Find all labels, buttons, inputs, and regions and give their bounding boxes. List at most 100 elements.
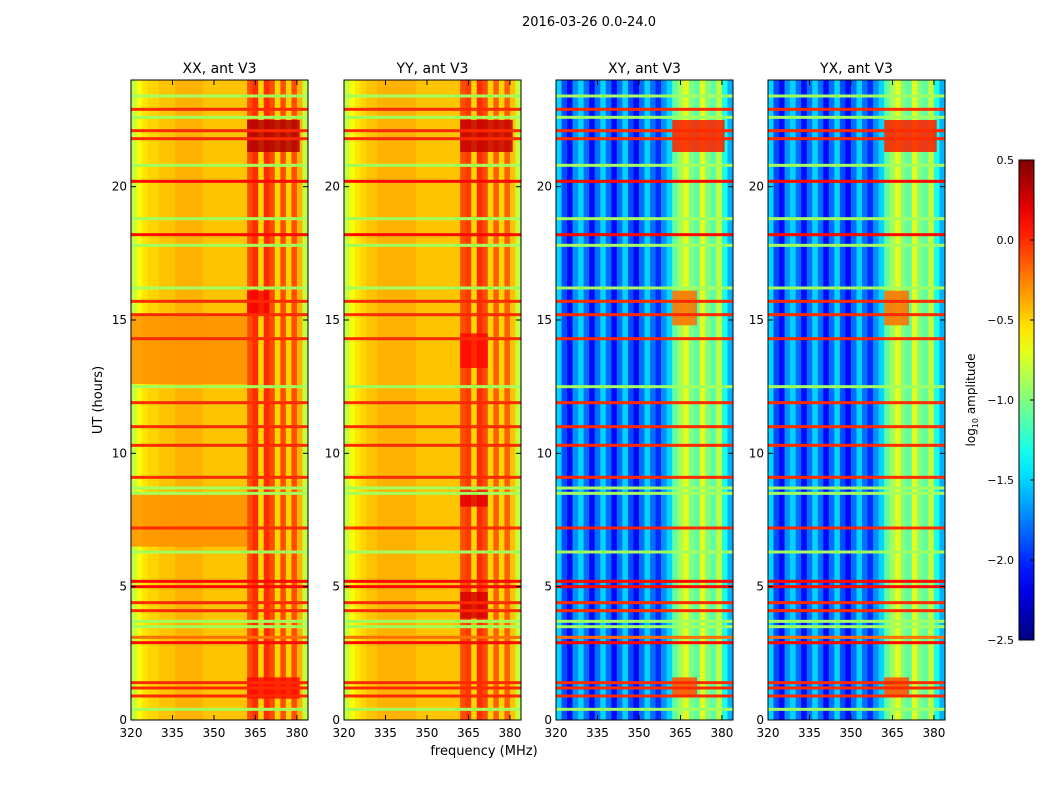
heatmap-column xyxy=(169,80,176,720)
heatmap-column xyxy=(655,80,662,720)
heatmap-column xyxy=(349,80,356,720)
rfi-line xyxy=(131,385,308,389)
y-tick-label: 15 xyxy=(112,313,127,327)
heatmap-column xyxy=(605,80,612,720)
rfi-line xyxy=(556,243,733,247)
rfi-line xyxy=(344,129,521,133)
rfi-line xyxy=(768,243,945,247)
heatmap-column xyxy=(269,80,276,720)
rfi-line xyxy=(131,686,308,690)
heatmap-column xyxy=(790,80,797,720)
heatmap-column xyxy=(515,80,521,720)
heatmap-column xyxy=(939,80,945,720)
heatmap-column xyxy=(131,80,138,720)
heatmap-column xyxy=(721,80,728,720)
heatmap-column xyxy=(443,80,450,720)
rfi-line xyxy=(131,337,308,341)
rfi-line xyxy=(556,601,733,605)
rfi-line xyxy=(344,585,521,589)
x-tick-label: 365 xyxy=(881,726,904,740)
heatmap-column xyxy=(487,80,494,720)
x-tick-label: 350 xyxy=(416,726,439,740)
rfi-line xyxy=(556,163,733,167)
x-tick-label: 380 xyxy=(498,726,521,740)
heatmap-column xyxy=(845,80,852,720)
rfi-line xyxy=(768,299,945,303)
rfi-line xyxy=(556,635,733,639)
heatmap-column xyxy=(862,80,869,720)
heatmap-column xyxy=(928,80,935,720)
y-tick-label: 0 xyxy=(756,713,764,727)
heatmap-column xyxy=(589,80,596,720)
heatmap-column xyxy=(438,80,445,720)
rfi-line xyxy=(344,115,521,119)
heatmap xyxy=(768,80,945,720)
heatmap-column xyxy=(900,80,907,720)
rfi-line xyxy=(344,619,521,623)
heatmap-column xyxy=(410,80,417,720)
heatmap-column xyxy=(247,80,254,720)
x-tick-label: 320 xyxy=(120,726,143,740)
rfi-line xyxy=(556,694,733,698)
heatmap-column xyxy=(258,80,265,720)
heatmap-column xyxy=(366,80,373,720)
y-tick-label: 15 xyxy=(325,313,340,327)
rfi-line xyxy=(131,299,308,303)
figure-title: 2016-03-26 0.0-24.0 xyxy=(522,15,656,30)
rfi-line xyxy=(131,286,308,290)
plot-frame xyxy=(555,79,734,721)
heatmap-column xyxy=(773,80,780,720)
rfi-line xyxy=(768,443,945,447)
rfi-line xyxy=(344,686,521,690)
rfi-line xyxy=(768,401,945,405)
rfi-line xyxy=(768,115,945,119)
rfi-line xyxy=(556,401,733,405)
rfi-line xyxy=(131,619,308,623)
heatmap-column xyxy=(164,80,171,720)
y-tick-label: 20 xyxy=(537,180,552,194)
plot-frame xyxy=(767,79,946,721)
rfi-line xyxy=(344,313,521,317)
rfi-line xyxy=(556,385,733,389)
rfi-line xyxy=(768,641,945,645)
heatmap-column xyxy=(482,80,489,720)
heatmap-column xyxy=(296,80,303,720)
plot-frame xyxy=(130,79,309,721)
rfi-line xyxy=(344,707,521,711)
rfi-line xyxy=(556,299,733,303)
rfi-line xyxy=(131,681,308,685)
heatmap-column xyxy=(578,80,585,720)
heatmap-column xyxy=(784,80,791,720)
heatmap-column xyxy=(291,80,298,720)
heatmap-column xyxy=(186,80,193,720)
heatmap-column xyxy=(493,80,500,720)
rfi-line xyxy=(131,694,308,698)
heatmap-column xyxy=(377,80,384,720)
heatmap-column xyxy=(208,80,215,720)
rfi-line xyxy=(556,443,733,447)
panel-title: YX, ant V3 xyxy=(819,61,893,77)
heatmap-column xyxy=(158,80,165,720)
rfi-line xyxy=(556,94,733,98)
rfi-line xyxy=(556,686,733,690)
rfi-line xyxy=(768,694,945,698)
y-tick-label: 0 xyxy=(119,713,127,727)
heatmap-region xyxy=(131,314,248,384)
y-axis-label: UT (hours) xyxy=(91,366,106,434)
rfi-line xyxy=(768,681,945,685)
heatmap-column xyxy=(421,80,428,720)
panel-yx: YX, ant V3 320 335 350 365 380 0 5 10 15 20 xyxy=(749,61,946,740)
y-tick-label: 5 xyxy=(756,580,764,594)
rfi-line xyxy=(131,179,308,183)
rfi-line xyxy=(556,137,733,141)
heatmap-column xyxy=(694,80,701,720)
y-tick-label: 20 xyxy=(749,180,764,194)
heatmap-column xyxy=(683,80,690,720)
x-tick-label: 365 xyxy=(244,726,267,740)
rfi-line xyxy=(344,681,521,685)
heatmap-column xyxy=(393,80,400,720)
rfi-line xyxy=(344,635,521,639)
heatmap-column xyxy=(371,80,378,720)
rfi-line xyxy=(768,550,945,554)
